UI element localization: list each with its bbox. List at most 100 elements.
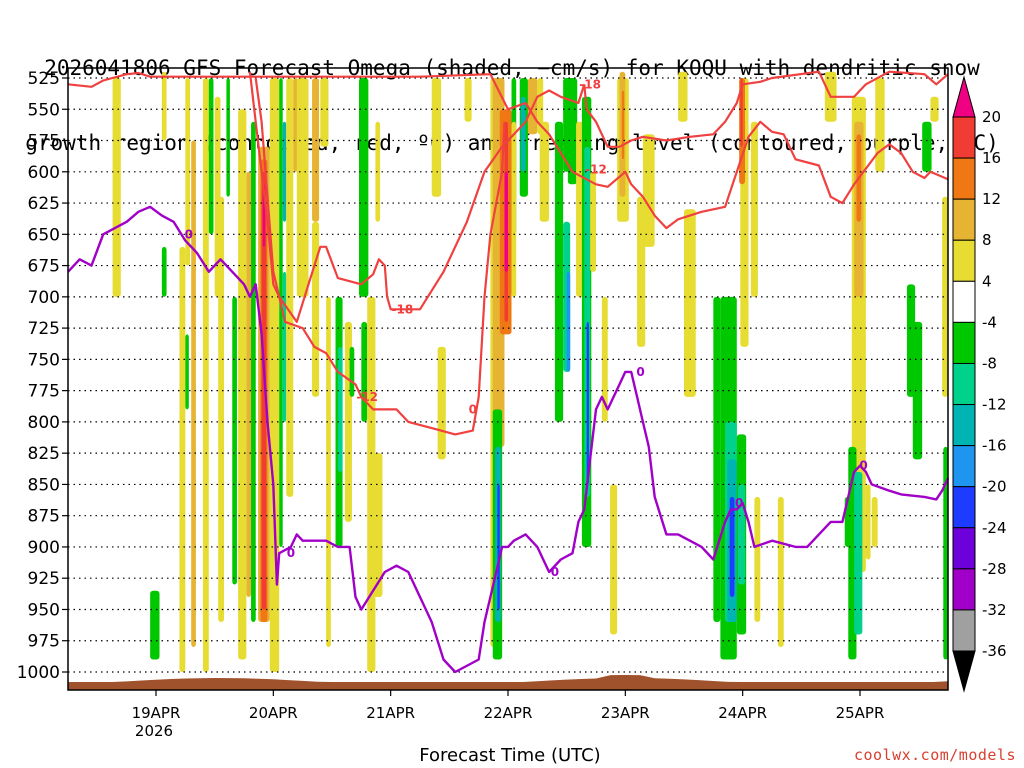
omega-patch-36 bbox=[358, 78, 369, 297]
omega-patch-25 bbox=[286, 78, 294, 497]
omega-patch-43 bbox=[464, 78, 472, 122]
colorbar-swatch-13 bbox=[952, 609, 976, 652]
omega-patch-30 bbox=[320, 78, 329, 147]
colorbar-swatch-4 bbox=[952, 239, 976, 282]
freezing-label-4: 0 bbox=[859, 459, 867, 473]
colorbar-bottom-triangle bbox=[952, 650, 976, 693]
colorbar-label-10: -24 bbox=[982, 519, 1007, 537]
freezing-label-3: 0 bbox=[735, 496, 743, 510]
omega-patch-12 bbox=[226, 78, 230, 197]
omega-patch-102 bbox=[912, 321, 923, 460]
contour-2 bbox=[248, 71, 586, 323]
omega-patch-98 bbox=[865, 484, 871, 560]
omega-patch-75 bbox=[642, 134, 655, 247]
omega-patch-55 bbox=[520, 96, 526, 172]
terrain-fill bbox=[68, 675, 948, 690]
x-tick-label-6: 25APR bbox=[836, 704, 885, 722]
contour-1 bbox=[583, 70, 949, 148]
omega-patch-84 bbox=[737, 484, 746, 585]
colorbar-label-9: -20 bbox=[982, 478, 1007, 496]
colorbar-label-3: 8 bbox=[982, 231, 992, 249]
contour-4 bbox=[67, 205, 950, 674]
x-tick-label-4: 23APR bbox=[601, 704, 650, 722]
colorbar-label-11: -28 bbox=[982, 560, 1007, 578]
colorbar-swatch-12 bbox=[952, 568, 976, 611]
colorbar-swatch-11 bbox=[952, 527, 976, 570]
omega-patch-14 bbox=[238, 109, 247, 660]
omega-patch-15 bbox=[246, 171, 252, 597]
y-tick-label-900: 900 bbox=[28, 538, 60, 558]
terrain-strip bbox=[68, 675, 948, 690]
x-axis-label: Forecast Time (UTC) bbox=[419, 745, 601, 766]
omega-patch-24 bbox=[282, 271, 287, 422]
omega-patch-13 bbox=[232, 296, 237, 585]
y-tick-label-1000: 1000 bbox=[17, 663, 60, 683]
colorbar-swatch-1 bbox=[952, 116, 976, 159]
colorbar-label-8: -16 bbox=[982, 437, 1007, 455]
omega-patch-22 bbox=[279, 78, 283, 547]
y-tick-label-800: 800 bbox=[28, 413, 60, 433]
omega-patch-88 bbox=[750, 121, 758, 297]
contour-layer: -12 -18 -18 -12 0 0 0 0 0 0 0 bbox=[67, 70, 950, 674]
y-tick-label-725: 725 bbox=[28, 319, 60, 339]
omega-patch-100 bbox=[875, 78, 885, 172]
x-tick-label-3: 22APR bbox=[484, 704, 533, 722]
colorbar-swatch-9 bbox=[952, 445, 976, 488]
omega-patch-78 bbox=[713, 296, 721, 622]
omega-patch-53 bbox=[511, 121, 517, 297]
colorbar-swatch-10 bbox=[952, 486, 976, 529]
freezing-label-5: 0 bbox=[469, 402, 477, 416]
omega-patch-16 bbox=[251, 121, 256, 622]
colorbar-swatch-7 bbox=[952, 362, 976, 406]
omega-patch-87 bbox=[740, 78, 743, 147]
omega-patch-4 bbox=[179, 246, 186, 673]
omega-patch-35 bbox=[349, 346, 355, 397]
colorbar-top-triangle bbox=[952, 75, 976, 118]
freezing-label-0: 0 bbox=[287, 546, 295, 560]
y-tick-label-650: 650 bbox=[28, 225, 60, 245]
omega-patch-48 bbox=[504, 171, 508, 272]
colorbar-label-6: -8 bbox=[982, 354, 997, 372]
omega-patch-104 bbox=[930, 96, 939, 122]
omega-patch-89 bbox=[754, 496, 761, 622]
omega-patch-6 bbox=[185, 334, 189, 410]
omega-patch-69 bbox=[601, 296, 608, 422]
omega-patch-42 bbox=[437, 346, 446, 460]
omega-patch-103 bbox=[922, 121, 932, 172]
omega-patch-8 bbox=[202, 78, 209, 672]
colorbar-swatch-2 bbox=[952, 157, 976, 200]
y-tick-label-625: 625 bbox=[28, 194, 60, 214]
credit-link[interactable]: coolwx.com/models bbox=[853, 746, 1016, 764]
omega-patch-57 bbox=[537, 78, 544, 135]
colorbar-label-13: -36 bbox=[982, 642, 1007, 660]
y-tick-label-775: 775 bbox=[28, 382, 60, 402]
omega-patch-41 bbox=[431, 78, 442, 197]
omega-patch-1 bbox=[161, 71, 167, 141]
x-tick-label-1: 20APR bbox=[249, 704, 298, 722]
omega-patch-19 bbox=[261, 171, 267, 610]
omega-patch-68 bbox=[590, 171, 596, 272]
omega-patch-33 bbox=[337, 346, 343, 472]
omega-patch-58 bbox=[539, 121, 550, 222]
y-tick-label-875: 875 bbox=[28, 507, 60, 527]
y-tick-label-525: 525 bbox=[28, 69, 60, 89]
omega-patch-99 bbox=[871, 496, 878, 547]
omega-shading-layer bbox=[112, 71, 948, 673]
contour-label-4: 0 bbox=[185, 227, 193, 241]
y-tick-label-700: 700 bbox=[28, 288, 60, 308]
colorbar-swatch-3 bbox=[952, 198, 976, 241]
y-tick-label-750: 750 bbox=[28, 350, 60, 370]
omega-patch-5 bbox=[185, 78, 191, 266]
omega-patch-62 bbox=[566, 271, 571, 372]
y-tick-label-825: 825 bbox=[28, 444, 60, 464]
omega-patch-77 bbox=[684, 209, 696, 397]
omega-patch-90 bbox=[777, 496, 784, 647]
omega-patch-63 bbox=[567, 78, 578, 185]
contour-3 bbox=[254, 77, 506, 436]
contour-label-3: -12 bbox=[356, 390, 378, 404]
contour-label-0: -12 bbox=[585, 162, 607, 176]
y-tick-label-975: 975 bbox=[28, 632, 60, 652]
omega-patch-3 bbox=[150, 590, 160, 660]
colorbar-swatch-6 bbox=[952, 321, 976, 364]
